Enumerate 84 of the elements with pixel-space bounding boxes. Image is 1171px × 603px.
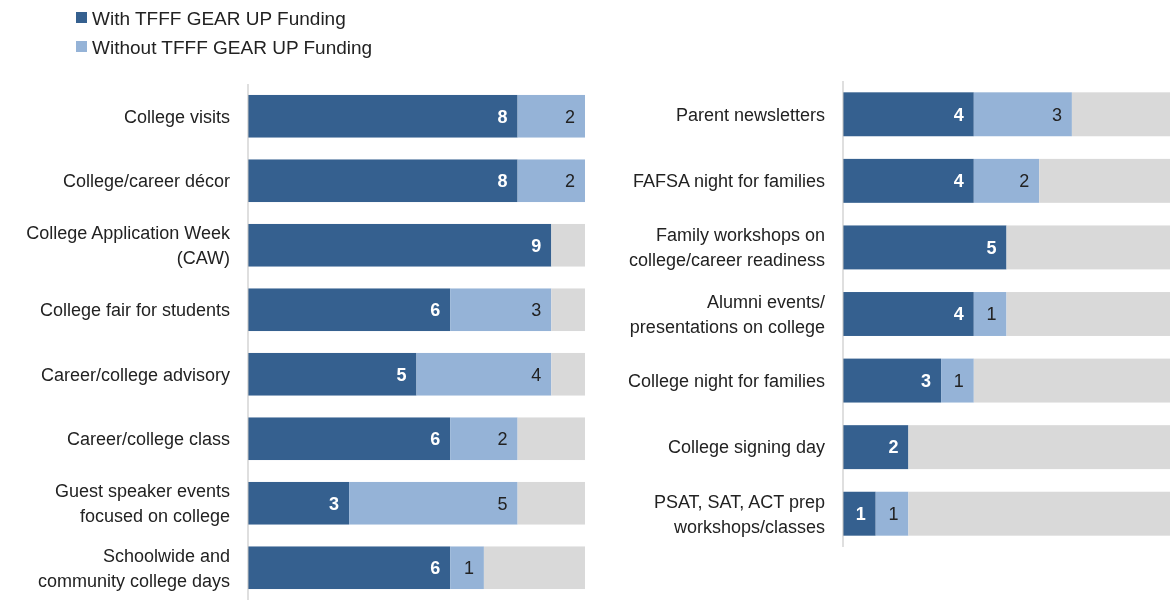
data-label: 9 xyxy=(531,235,542,256)
bar xyxy=(248,481,350,525)
bar xyxy=(248,223,552,267)
bar xyxy=(843,358,942,403)
y-tick-label: Career/college class xyxy=(66,429,230,450)
bar xyxy=(551,223,585,267)
bar xyxy=(483,546,585,590)
bar xyxy=(517,94,585,138)
data-label: 5 xyxy=(986,237,997,258)
bar xyxy=(1071,92,1170,137)
data-label: 1 xyxy=(463,558,474,579)
y-tick-label: College visits xyxy=(123,106,230,127)
bar xyxy=(248,546,451,590)
data-label: 2 xyxy=(1019,171,1030,192)
bar xyxy=(843,158,974,203)
bar xyxy=(248,288,451,332)
bar xyxy=(941,358,974,403)
data-label: 3 xyxy=(329,493,340,514)
data-label: 2 xyxy=(564,106,575,127)
bar xyxy=(248,352,417,396)
data-label: 4 xyxy=(953,171,964,192)
bar xyxy=(1039,158,1170,203)
data-label: 2 xyxy=(564,171,575,192)
bar xyxy=(349,481,518,525)
data-label: 2 xyxy=(888,437,899,458)
y-tick-label: College/career décor xyxy=(62,171,230,192)
y-tick-label: Parent newsletters xyxy=(675,104,825,125)
data-label: 8 xyxy=(497,106,508,127)
bar xyxy=(248,417,451,461)
y-tick-label: Family workshops on college/career readiness xyxy=(628,225,825,271)
data-label: 1 xyxy=(855,504,866,525)
bar xyxy=(973,92,1072,137)
y-tick-label: FAFSA night for families xyxy=(632,171,825,192)
y-tick-label: Schoolwide and community college days xyxy=(37,545,230,591)
bar xyxy=(843,425,909,470)
bar xyxy=(908,491,1170,536)
legend-label: With TFFF GEAR UP Funding xyxy=(92,7,346,29)
data-label: 8 xyxy=(497,171,508,192)
bar xyxy=(908,425,1170,470)
bar xyxy=(450,546,484,590)
bar xyxy=(517,417,585,461)
data-label: 1 xyxy=(953,370,964,391)
bar xyxy=(517,481,585,525)
y-tick-label: College fair for students xyxy=(39,300,230,321)
bar xyxy=(843,292,974,336)
bar xyxy=(551,352,585,396)
data-label: 3 xyxy=(531,300,542,321)
data-label: 6 xyxy=(430,300,441,321)
bar xyxy=(1006,292,1170,336)
y-tick-label: PSAT, SAT, ACT prep workshops/classes xyxy=(653,491,825,537)
bar xyxy=(517,159,585,203)
data-label: 1 xyxy=(986,304,997,325)
data-label: 4 xyxy=(953,104,964,125)
data-label: 4 xyxy=(531,364,542,385)
bar xyxy=(416,352,552,396)
bar xyxy=(973,358,1170,403)
bar xyxy=(248,94,518,138)
data-label: 3 xyxy=(1051,104,1062,125)
data-label: 1 xyxy=(888,504,899,525)
y-tick-label: College Application Week (CAW) xyxy=(26,223,231,269)
data-label: 5 xyxy=(396,364,407,385)
bar xyxy=(450,417,518,461)
bar xyxy=(875,491,909,536)
data-label: 6 xyxy=(430,558,441,579)
bar xyxy=(1006,225,1170,270)
bar xyxy=(973,158,1040,203)
y-tick-label: Guest speaker events focused on college xyxy=(54,481,230,527)
bar xyxy=(843,92,974,137)
bar xyxy=(843,225,1007,270)
data-label: 4 xyxy=(953,304,964,325)
bar xyxy=(973,292,1007,336)
legend-label: Without TFFF GEAR UP Funding xyxy=(92,36,373,58)
y-tick-label: College night for families xyxy=(627,370,825,391)
data-label: 6 xyxy=(430,429,441,450)
bar xyxy=(450,288,552,332)
data-label: 2 xyxy=(497,429,508,450)
data-label: 3 xyxy=(921,370,932,391)
y-tick-label: Career/college advisory xyxy=(40,364,230,385)
y-tick-label: College signing day xyxy=(667,437,825,458)
bar xyxy=(248,159,518,203)
data-label: 5 xyxy=(497,493,508,514)
bar xyxy=(843,491,876,536)
bar xyxy=(551,288,585,332)
y-tick-label: Alumni events/ presentations on college xyxy=(629,291,825,337)
